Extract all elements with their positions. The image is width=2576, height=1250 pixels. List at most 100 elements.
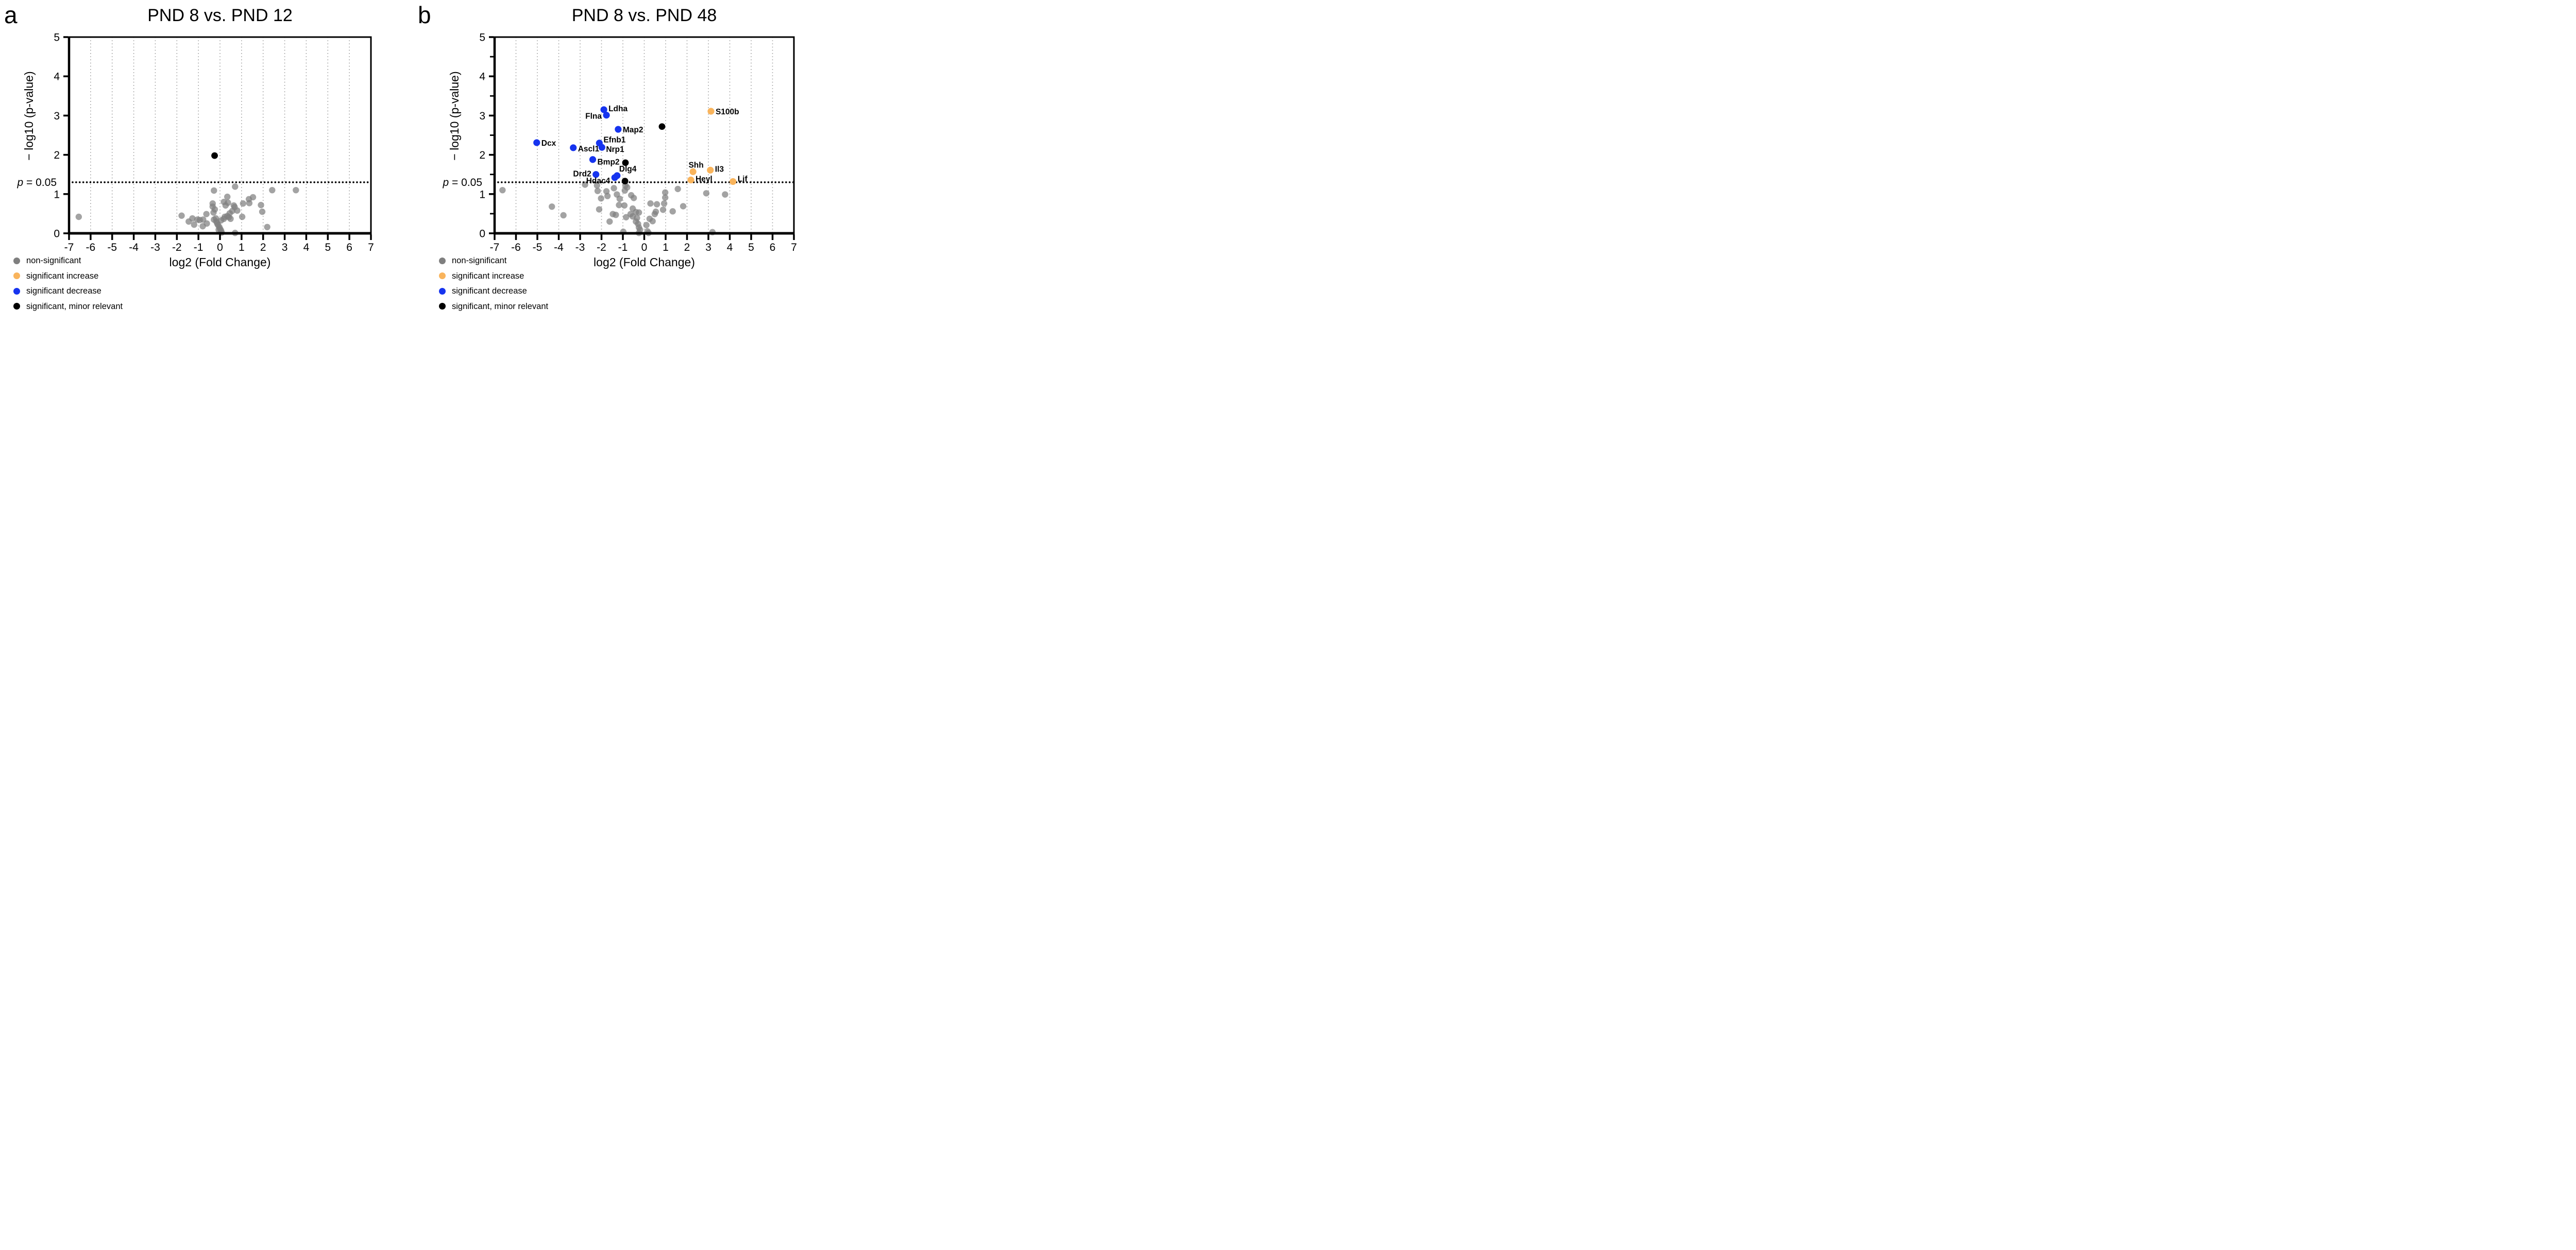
gene-label: Ldha [608, 105, 628, 113]
black-point [622, 159, 629, 166]
x-tick-label: 1 [239, 242, 245, 253]
x-tick-label: 2 [260, 242, 266, 253]
x-tick-label: -4 [554, 242, 564, 253]
gray-point [634, 215, 640, 221]
gray-point [594, 187, 601, 194]
gray-point [606, 218, 613, 225]
legend-label: non-significant [452, 256, 507, 265]
gray-point [722, 191, 728, 198]
blue-dot-icon [13, 287, 20, 295]
orange-point [689, 168, 697, 175]
gene-label: Drd2 [573, 170, 591, 179]
gene-label: Map2 [623, 126, 643, 134]
blue-point [614, 172, 621, 179]
legend-label: significant, minor relevant [452, 301, 549, 311]
black-point [658, 123, 666, 130]
gray-point [680, 203, 687, 210]
black-point [211, 152, 218, 159]
x-tick-label: -1 [194, 242, 204, 253]
x-tick-label: 5 [748, 242, 754, 253]
gray-point [616, 195, 623, 202]
gray-point [662, 189, 669, 196]
gray-point [191, 221, 197, 228]
blue-point [533, 139, 540, 146]
gray-point [613, 211, 619, 218]
gray-point [246, 200, 253, 207]
x-tick-label: 4 [727, 242, 733, 253]
x-tick-label: -6 [511, 242, 521, 253]
legend-label: significant increase [452, 271, 524, 281]
gray-point [499, 186, 506, 194]
black-dot-icon [439, 303, 446, 310]
legend-item-significant-minor-relevant: significant, minor relevant [13, 302, 123, 311]
x-tick-label: -3 [150, 242, 160, 253]
gray-point [652, 208, 659, 215]
orange-point [707, 166, 714, 174]
panel-b: b PND 8 vs. PND 48 p = 0.05 Dcx Ascl1 Efnb1… [397, 0, 797, 313]
gray-point [635, 209, 642, 216]
x-tick-label: 3 [282, 242, 288, 253]
gray-point [637, 226, 643, 233]
gray-point [258, 201, 264, 209]
gene-label: Dcx [541, 139, 556, 148]
gray-point [249, 194, 257, 201]
gene-label: Flna [585, 112, 602, 121]
gray-point [662, 194, 669, 201]
panel-title-a: PND 8 vs. PND 12 [147, 6, 293, 25]
p-threshold-label: p = 0.05 [443, 177, 483, 189]
y-axis-title: − log10 (p-value) [448, 71, 461, 160]
legend-item-significant-increase: significant increase [13, 271, 123, 281]
panel-letter-b: b [418, 2, 431, 28]
gray-point [659, 207, 667, 213]
gray-point [269, 186, 276, 194]
gray-point [259, 208, 266, 215]
gray-point [604, 193, 611, 199]
gene-label: Dlg4 [619, 165, 637, 174]
x-tick-label: -7 [490, 242, 500, 253]
legend-b: non-significant significant increase sig… [439, 256, 548, 317]
x-tick-label: 4 [303, 242, 310, 253]
orange-dot-icon [13, 272, 20, 280]
x-tick-label: 5 [325, 242, 331, 253]
legend-item-significant-minor-relevant: significant, minor relevant [439, 302, 548, 311]
x-tick-label: 7 [368, 242, 374, 253]
gray-point [594, 182, 600, 189]
x-tick-label: 2 [684, 242, 690, 253]
x-tick-label: 1 [663, 242, 669, 253]
gray-point [669, 208, 676, 215]
gray-point [211, 206, 218, 213]
gray-point [204, 220, 210, 227]
legend-a: non-significant significant increase sig… [13, 256, 123, 317]
gray-point [232, 183, 239, 190]
legend-label: non-significant [26, 256, 81, 265]
gene-label: Ascl1 [578, 145, 600, 153]
gray-point [596, 206, 603, 213]
x-tick-label: -4 [129, 242, 139, 253]
panel-a: a PND 8 vs. PND 12 p = 0.05 -7 -6 -5 -4 -3 -2 -… [0, 0, 397, 313]
gene-label: Bmp2 [597, 158, 619, 167]
gene-label: S100b [716, 108, 739, 116]
x-axis-title: log2 (Fold Change) [594, 255, 695, 269]
x-tick-label: -1 [618, 242, 628, 253]
orange-dot-icon [439, 272, 446, 280]
y-tick-label: 0 [479, 228, 485, 240]
x-tick-label: 3 [705, 242, 711, 253]
gray-dot-icon [13, 257, 20, 264]
gray-point [674, 185, 681, 193]
orange-point [687, 176, 694, 183]
black-point [621, 178, 629, 185]
orange-point [730, 178, 737, 185]
blue-point [600, 106, 607, 113]
orange-point [707, 108, 715, 115]
gray-point [234, 207, 241, 214]
blue-point [592, 171, 600, 178]
x-tick-label: 0 [641, 242, 648, 253]
gray-point [624, 184, 631, 191]
gray-point [560, 212, 567, 219]
legend-label: significant increase [26, 271, 99, 281]
x-axis-title: log2 (Fold Change) [170, 255, 271, 269]
blue-point [615, 126, 622, 133]
gray-point [178, 212, 185, 219]
x-tick-label: 6 [346, 242, 352, 253]
